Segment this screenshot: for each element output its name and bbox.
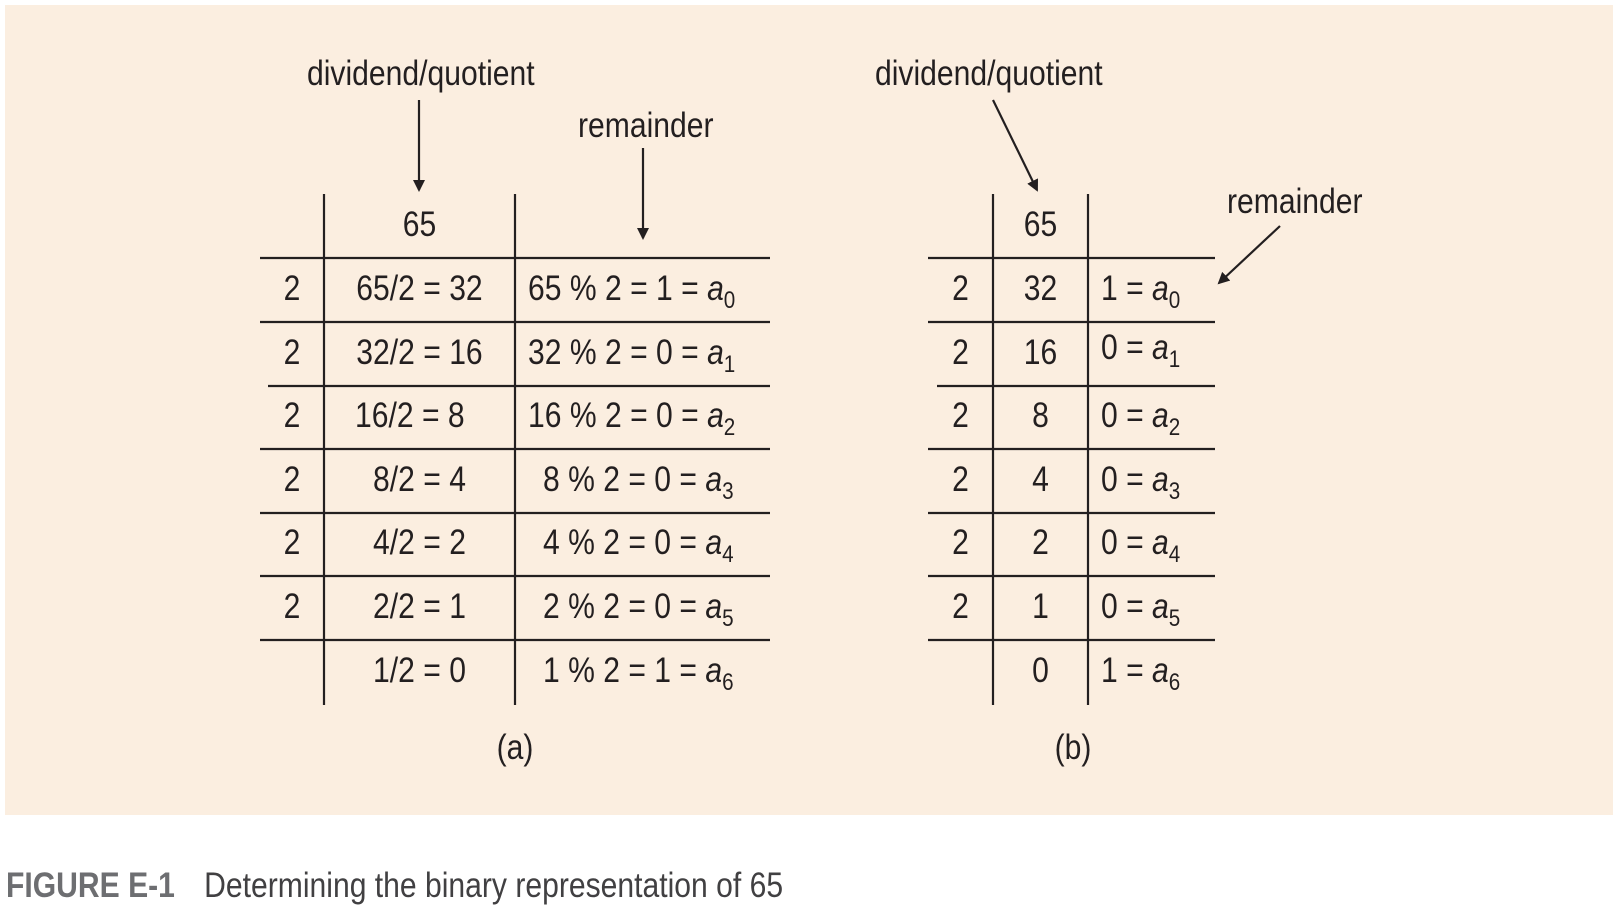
- figure-caption: FIGURE E-1 Determining the binary represe…: [6, 868, 783, 903]
- remainder-cell: 32 % 2 = 0 = a1: [528, 333, 736, 378]
- divisor-cell: 2: [952, 587, 969, 626]
- divisor-cell: 2: [952, 269, 969, 308]
- quotient-cell: 2: [1032, 523, 1049, 562]
- divisor-cell: 2: [952, 460, 969, 499]
- remainder-label-a: remainder: [578, 106, 714, 145]
- remainder-cell: 16 % 2 = 0 = a2: [528, 396, 736, 441]
- remainder-cell: 8 % 2 = 0 = a3: [543, 460, 734, 505]
- remainder-cell: 0 = a4: [1101, 523, 1181, 568]
- quotient-cell: 16: [1023, 333, 1058, 372]
- dividend-quotient-label-b: dividend/quotient: [875, 54, 1103, 93]
- figure-panel: [5, 5, 1613, 815]
- table-b-header: 65: [1023, 205, 1058, 244]
- table-a-header: 65: [402, 205, 437, 244]
- division-cell: 1/2 = 0: [373, 651, 466, 690]
- divisor-cell: 2: [952, 333, 969, 372]
- remainder-label-b: remainder: [1227, 182, 1363, 221]
- division-cell: 16/2 = 8: [355, 396, 465, 435]
- division-cell: 8/2 = 4: [373, 460, 466, 499]
- remainder-cell: 1 = a0: [1101, 269, 1181, 314]
- quotient-cell: 32: [1023, 269, 1058, 308]
- remainder-cell: 65 % 2 = 1 = a0: [528, 269, 736, 314]
- divisor-cell: 2: [952, 523, 969, 562]
- division-cell: 32/2 = 16: [356, 333, 483, 372]
- remainder-cell: 0 = a1: [1101, 328, 1181, 373]
- divisor-cell: 2: [283, 396, 301, 435]
- division-cell: 2/2 = 1: [373, 587, 466, 626]
- divisor-cell: 2: [283, 523, 301, 562]
- divisor-cell: 2: [952, 396, 969, 435]
- arrow-dividend-b: [992, 99, 1038, 192]
- quotient-cell: 0: [1032, 651, 1049, 690]
- quotient-cell: 8: [1032, 396, 1049, 435]
- divisor-cell: 2: [283, 587, 301, 626]
- remainder-cell: 0 = a5: [1101, 587, 1181, 632]
- divisor-cell: 2: [283, 460, 301, 499]
- division-cell: 4/2 = 2: [373, 523, 466, 562]
- table-b-label: (b): [1054, 728, 1092, 767]
- division-cell: 65/2 = 32: [356, 269, 483, 308]
- quotient-cell: 1: [1032, 587, 1049, 626]
- divisor-cell: 2: [283, 269, 301, 308]
- table-a-label: (a): [496, 728, 534, 767]
- quotient-cell: 4: [1032, 460, 1049, 499]
- dividend-quotient-label-a: dividend/quotient: [307, 54, 535, 93]
- remainder-cell: 1 % 2 = 1 = a6: [543, 651, 734, 696]
- arrow-remainder-b: [1217, 225, 1281, 285]
- remainder-cell: 0 = a2: [1101, 396, 1181, 441]
- remainder-cell: 2 % 2 = 0 = a5: [543, 587, 734, 632]
- remainder-cell: 0 = a3: [1101, 460, 1181, 505]
- remainder-cell: 4 % 2 = 0 = a4: [543, 523, 734, 568]
- caption-text: Determining the binary representation of…: [204, 866, 784, 905]
- figure-number: FIGURE E-1: [6, 866, 175, 905]
- remainder-cell: 1 = a6: [1101, 651, 1181, 696]
- divisor-cell: 2: [283, 333, 301, 372]
